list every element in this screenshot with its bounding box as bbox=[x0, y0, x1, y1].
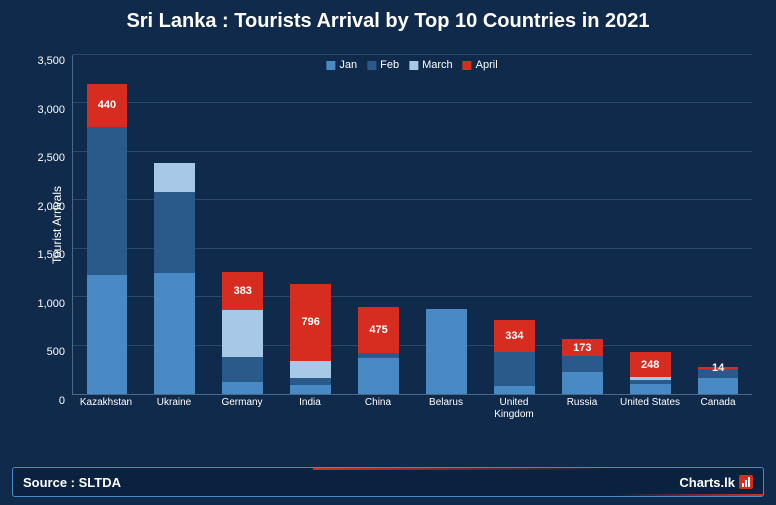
bar-segment bbox=[87, 127, 128, 275]
x-axis-labels: KazakhstanUkraineGermanyIndiaChinaBelaru… bbox=[72, 397, 752, 421]
bar-stack: 173 bbox=[562, 339, 603, 394]
bar-segment bbox=[358, 358, 399, 394]
x-tick-label: Ukraine bbox=[140, 397, 208, 421]
x-tick-label: India bbox=[276, 397, 344, 421]
bar-segment bbox=[154, 192, 195, 273]
x-tick-label: Belarus bbox=[412, 397, 480, 421]
bar-value-label: 796 bbox=[301, 316, 319, 328]
bar-slot: 383 bbox=[209, 55, 277, 394]
bar-stack: 440 bbox=[87, 84, 128, 394]
logo: Charts.lk bbox=[679, 475, 753, 490]
bar-value-label: 248 bbox=[641, 359, 659, 371]
bar-slot: 14 bbox=[684, 55, 752, 394]
bar-segment: 14 bbox=[698, 367, 739, 368]
bar-segment bbox=[222, 357, 263, 382]
x-tick-label: China bbox=[344, 397, 412, 421]
chart-container: JanFebMarchApril Tourist Arrivals 05001,… bbox=[72, 55, 752, 430]
bar-segment: 796 bbox=[290, 284, 331, 361]
bar-segment: 334 bbox=[494, 320, 535, 352]
bar-segment: 440 bbox=[87, 84, 128, 127]
bar-segment bbox=[154, 163, 195, 192]
source-text: Source : SLTDA bbox=[23, 475, 121, 490]
bar-slot: 248 bbox=[616, 55, 684, 394]
bar-segment bbox=[426, 309, 467, 394]
bar-segment bbox=[222, 382, 263, 394]
bar-slot bbox=[141, 55, 209, 394]
plot-area: Tourist Arrivals 05001,0001,5002,0002,50… bbox=[72, 55, 752, 395]
bar-stack bbox=[426, 309, 467, 394]
bar-stack: 248 bbox=[630, 352, 671, 394]
x-tick-label: Russia bbox=[548, 397, 616, 421]
bar-stack: 334 bbox=[494, 320, 535, 394]
bar-segment: 173 bbox=[562, 339, 603, 356]
logo-icon bbox=[739, 475, 753, 489]
logo-text: Charts.lk bbox=[679, 475, 735, 490]
bar-segment bbox=[562, 356, 603, 372]
bar-segment bbox=[358, 353, 399, 358]
bar-slot: 796 bbox=[277, 55, 345, 394]
bar-segment: 383 bbox=[222, 272, 263, 309]
bar-slot bbox=[413, 55, 481, 394]
bar-segment: 248 bbox=[630, 352, 671, 376]
bar-segment bbox=[630, 377, 671, 381]
bar-value-label: 334 bbox=[505, 330, 523, 342]
bar-slot: 475 bbox=[345, 55, 413, 394]
bar-stack bbox=[154, 163, 195, 394]
bar-segment bbox=[290, 385, 331, 394]
bar-stack: 796 bbox=[290, 284, 331, 394]
bar-segment bbox=[494, 386, 535, 394]
bar-segment bbox=[222, 310, 263, 358]
x-tick-label: Canada bbox=[684, 397, 752, 421]
chart-title: Sri Lanka : Tourists Arrival by Top 10 C… bbox=[0, 0, 776, 33]
bar-value-label: 440 bbox=[98, 99, 116, 111]
bar-segment bbox=[562, 372, 603, 394]
bar-value-label: 383 bbox=[234, 285, 252, 297]
bar-stack: 383 bbox=[222, 272, 263, 394]
x-tick-label: Germany bbox=[208, 397, 276, 421]
bar-stack: 14 bbox=[698, 367, 739, 394]
bar-segment bbox=[630, 384, 671, 394]
x-tick-label: Kazakhstan bbox=[72, 397, 140, 421]
x-tick-label: United States bbox=[616, 397, 684, 421]
bar-slot: 334 bbox=[480, 55, 548, 394]
bar-segment bbox=[630, 380, 671, 384]
bar-segment bbox=[290, 378, 331, 385]
bars-row: 440 383 796 475 334 173 248 14 bbox=[73, 55, 752, 394]
bar-slot: 440 bbox=[73, 55, 141, 394]
bar-segment bbox=[290, 361, 331, 378]
bar-value-label: 14 bbox=[712, 362, 724, 374]
footer-bar: Source : SLTDA Charts.lk bbox=[12, 467, 764, 497]
bar-value-label: 173 bbox=[573, 342, 591, 354]
bar-value-label: 475 bbox=[369, 324, 387, 336]
bar-segment: 475 bbox=[358, 307, 399, 353]
bar-stack: 475 bbox=[358, 307, 399, 394]
bar-segment bbox=[154, 273, 195, 394]
bar-segment bbox=[698, 378, 739, 395]
bar-segment bbox=[87, 275, 128, 394]
x-tick-label: United Kingdom bbox=[480, 397, 548, 421]
bar-slot: 173 bbox=[548, 55, 616, 394]
bar-segment bbox=[494, 352, 535, 386]
